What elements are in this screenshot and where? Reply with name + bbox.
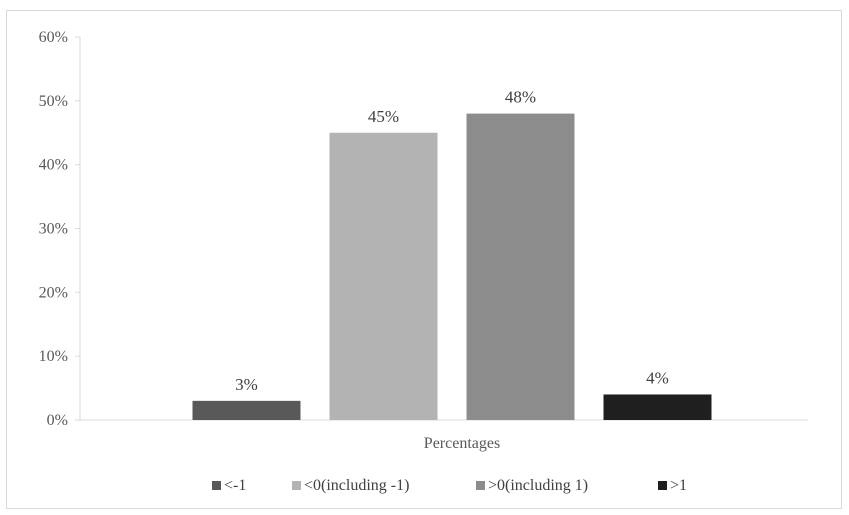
legend-swatch (292, 481, 301, 490)
data-label: 3% (235, 375, 258, 394)
bar (466, 113, 575, 420)
y-tick-label: 40% (39, 157, 68, 174)
bar (603, 394, 712, 420)
y-tick-label: 10% (39, 348, 68, 365)
bar (329, 132, 438, 420)
y-tick-label: 60% (39, 29, 68, 46)
bars (192, 113, 712, 420)
y-tick-label: 30% (39, 221, 68, 238)
data-label: 48% (505, 88, 536, 107)
y-tick-label: 20% (39, 284, 68, 301)
legend: <-1 <0(including -1) >0(including 1) >1 (212, 477, 687, 494)
bar (192, 400, 301, 420)
data-label: 45% (368, 107, 399, 126)
legend-label: >0(including 1) (488, 477, 588, 494)
legend-swatch (476, 481, 485, 490)
legend-swatch (212, 481, 221, 490)
legend-label: <-1 (224, 477, 246, 494)
legend-swatch (658, 481, 667, 490)
legend-label: <0(including -1) (304, 477, 409, 494)
y-tick-label: 0% (47, 412, 68, 429)
data-labels: 3% 45% 48% 4% (235, 88, 669, 394)
y-tick-label: 50% (39, 93, 68, 110)
x-axis-title: Percentages (424, 435, 500, 452)
y-axis-ticks: 0% 10% 20% 30% 40% 50% 60% (39, 29, 80, 429)
legend-label: >1 (670, 477, 687, 494)
data-label: 4% (646, 368, 669, 387)
